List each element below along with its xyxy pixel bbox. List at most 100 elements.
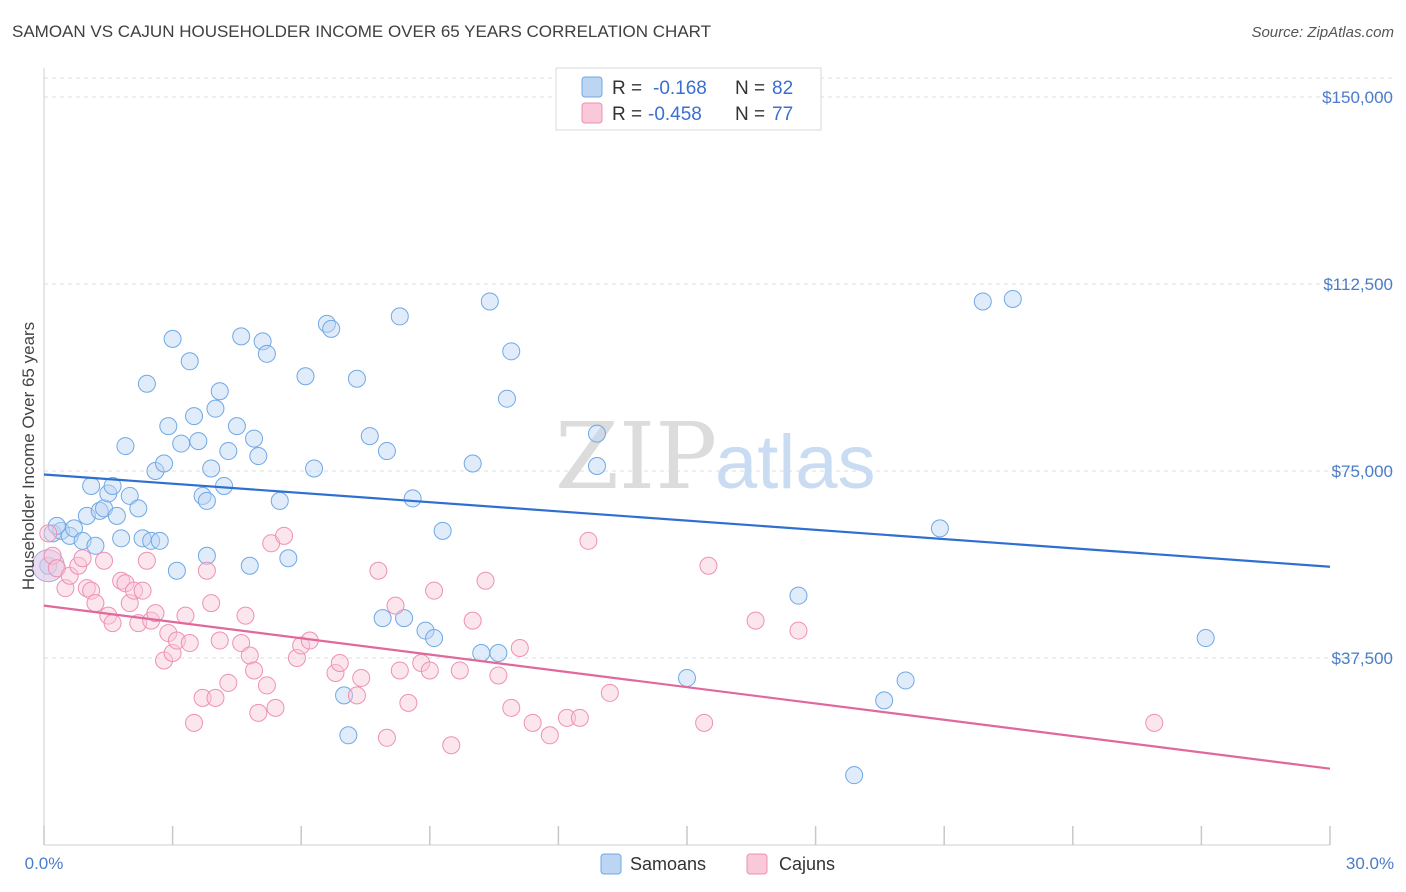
y-tick-label: $112,500 (1323, 275, 1393, 294)
data-point (472, 644, 491, 663)
data-point (373, 609, 392, 628)
data-point (896, 671, 915, 690)
data-point (442, 736, 461, 755)
data-point (845, 766, 864, 785)
data-point (189, 432, 208, 451)
data-point (270, 491, 289, 510)
legend-swatch-samoans (581, 76, 603, 98)
trendlines (43, 473, 1331, 770)
data-point (73, 549, 92, 568)
data-point (275, 526, 294, 545)
data-point (266, 698, 285, 717)
data-point (150, 531, 169, 550)
data-point (236, 606, 255, 625)
data-point (339, 726, 358, 745)
data-point (193, 688, 212, 707)
bottom-legend-swatch-samoans (600, 853, 622, 875)
data-point (197, 546, 216, 565)
data-point (330, 653, 349, 672)
data-point (103, 476, 122, 495)
data-point (249, 447, 268, 466)
data-point (232, 634, 251, 653)
data-point (502, 342, 521, 361)
data-point (210, 382, 229, 401)
data-point (570, 708, 589, 727)
data-point (377, 442, 396, 461)
data-point (185, 407, 204, 426)
data-point (137, 551, 156, 570)
data-point (107, 506, 126, 525)
data-point (930, 519, 949, 538)
data-point (352, 668, 371, 687)
data-point (600, 683, 619, 702)
data-point (579, 531, 598, 550)
correlation-legend: R = -0.168 N = 82 R = -0.458 N = 77 (555, 67, 822, 131)
data-point (390, 307, 409, 326)
data-point (699, 556, 718, 575)
watermark: ZIP atlas (555, 403, 876, 510)
y-tick-label: $150,000 (1322, 88, 1393, 107)
data-point (450, 661, 469, 680)
source-label: Source: ZipAtlas.com (1251, 24, 1394, 41)
y-axis-title: Householder Income Over 65 years (19, 322, 38, 590)
data-point (257, 344, 276, 363)
data-point (292, 636, 311, 655)
series-legend: Samoans Cajuns (600, 853, 835, 875)
data-point (695, 713, 714, 732)
data-point (347, 369, 366, 388)
data-point (82, 476, 101, 495)
y-tick-label: $37,500 (1332, 649, 1393, 668)
data-point (326, 663, 345, 682)
data-point (202, 594, 221, 613)
legend-n-value-samoans: 82 (772, 78, 793, 99)
data-point (399, 693, 418, 712)
trendline-cajuns (43, 604, 1331, 770)
chart-title: SAMOAN VS CAJUN HOUSEHOLDER INCOME OVER … (12, 22, 712, 41)
data-point (86, 536, 105, 555)
legend-r-label-samoans: R = (612, 78, 642, 99)
data-point (86, 594, 105, 613)
data-point (875, 691, 894, 710)
data-point (489, 666, 508, 685)
data-point (245, 661, 264, 680)
data-point (180, 634, 199, 653)
data-point (159, 417, 178, 436)
data-point (425, 581, 444, 600)
data-point (39, 524, 58, 543)
legend-n-label-samoans: N = (735, 78, 765, 99)
bottom-legend-cajuns: Cajuns (779, 854, 835, 874)
data-point (476, 571, 495, 590)
data-point (176, 606, 195, 625)
data-point (497, 389, 516, 408)
data-point (210, 631, 229, 650)
data-point (133, 581, 152, 600)
data-point (433, 521, 452, 540)
data-point (789, 586, 808, 605)
samoans-points (31, 289, 1215, 785)
data-point (180, 352, 199, 371)
x-tick-label-min: 0.0% (25, 854, 64, 873)
data-point (232, 327, 251, 346)
bottom-legend-samoans: Samoans (630, 854, 706, 874)
legend-r-value-cajuns: -0.458 (648, 104, 702, 125)
legend-n-value-cajuns: 77 (772, 104, 793, 125)
data-point (197, 561, 216, 580)
data-point (197, 491, 216, 510)
legend-n-label-cajuns: N = (735, 104, 765, 125)
data-point (395, 609, 414, 628)
legend-r-value-samoans: -0.168 (653, 78, 707, 99)
data-point (240, 646, 259, 665)
data-point (502, 698, 521, 717)
data-point (112, 529, 131, 548)
data-point (296, 367, 315, 386)
data-point (95, 551, 114, 570)
watermark-zip: ZIP (555, 403, 717, 510)
data-point (257, 676, 276, 695)
data-point (202, 459, 221, 478)
data-point (240, 556, 259, 575)
data-point (540, 726, 559, 745)
data-point (322, 319, 341, 338)
data-point (587, 424, 606, 443)
data-point (1145, 713, 1164, 732)
